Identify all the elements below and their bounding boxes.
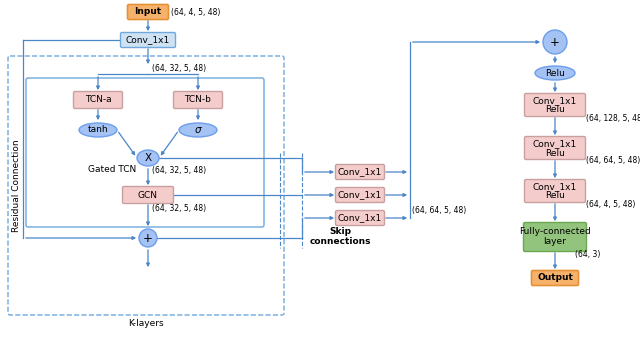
- Text: Fully-connected: Fully-connected: [519, 228, 591, 237]
- Text: (64, 32, 5, 48): (64, 32, 5, 48): [152, 65, 206, 73]
- FancyBboxPatch shape: [525, 94, 586, 117]
- Text: (64, 3): (64, 3): [575, 250, 600, 260]
- FancyBboxPatch shape: [524, 223, 586, 252]
- FancyBboxPatch shape: [335, 211, 385, 225]
- FancyBboxPatch shape: [127, 4, 168, 20]
- FancyBboxPatch shape: [335, 188, 385, 203]
- Text: tanh: tanh: [88, 126, 108, 135]
- Ellipse shape: [139, 229, 157, 247]
- Text: (64, 4, 5, 48): (64, 4, 5, 48): [586, 200, 636, 208]
- FancyBboxPatch shape: [173, 91, 223, 109]
- Text: Conv_1x1: Conv_1x1: [338, 191, 382, 200]
- FancyBboxPatch shape: [120, 33, 175, 48]
- Text: Gated TCN: Gated TCN: [88, 164, 136, 174]
- Text: Conv_1x1: Conv_1x1: [338, 167, 382, 176]
- Ellipse shape: [535, 66, 575, 80]
- Text: X: X: [145, 153, 152, 163]
- Text: layer: layer: [543, 237, 566, 246]
- Text: (64, 32, 5, 48): (64, 32, 5, 48): [152, 166, 206, 175]
- Text: +: +: [550, 36, 560, 49]
- Text: connections: connections: [309, 237, 371, 245]
- Text: GCN: GCN: [138, 191, 158, 200]
- Ellipse shape: [543, 30, 567, 54]
- Text: TCN-a: TCN-a: [84, 95, 111, 105]
- FancyBboxPatch shape: [335, 164, 385, 179]
- Ellipse shape: [79, 123, 117, 137]
- Text: Input: Input: [134, 8, 161, 16]
- Text: (64, 4, 5, 48): (64, 4, 5, 48): [171, 8, 220, 16]
- FancyBboxPatch shape: [122, 187, 173, 204]
- Text: Conv_1x1: Conv_1x1: [533, 97, 577, 106]
- FancyBboxPatch shape: [74, 91, 122, 109]
- Text: Relu: Relu: [545, 192, 565, 200]
- Text: Residual Connection: Residual Connection: [13, 139, 22, 232]
- FancyBboxPatch shape: [525, 136, 586, 159]
- Text: K-layers: K-layers: [128, 318, 164, 327]
- Text: Conv_1x1: Conv_1x1: [533, 183, 577, 192]
- FancyBboxPatch shape: [531, 270, 579, 286]
- Text: Relu: Relu: [545, 69, 565, 77]
- Ellipse shape: [137, 150, 159, 166]
- Text: Relu: Relu: [545, 148, 565, 158]
- Text: (64, 64, 5, 48): (64, 64, 5, 48): [586, 156, 640, 166]
- Ellipse shape: [179, 123, 217, 137]
- Text: Skip: Skip: [329, 228, 351, 237]
- Text: TCN-b: TCN-b: [184, 95, 211, 105]
- FancyBboxPatch shape: [525, 179, 586, 203]
- Text: $\sigma$: $\sigma$: [193, 125, 202, 135]
- Text: (64, 128, 5, 48): (64, 128, 5, 48): [586, 114, 640, 122]
- Text: Conv_1x1: Conv_1x1: [338, 213, 382, 223]
- Text: Output: Output: [537, 273, 573, 282]
- Text: Conv_1x1: Conv_1x1: [533, 139, 577, 148]
- Text: (64, 32, 5, 48): (64, 32, 5, 48): [152, 204, 206, 212]
- Text: Relu: Relu: [545, 106, 565, 114]
- Text: Conv_1x1: Conv_1x1: [126, 36, 170, 45]
- Text: (64, 64, 5, 48): (64, 64, 5, 48): [412, 205, 467, 215]
- Text: +: +: [143, 232, 153, 245]
